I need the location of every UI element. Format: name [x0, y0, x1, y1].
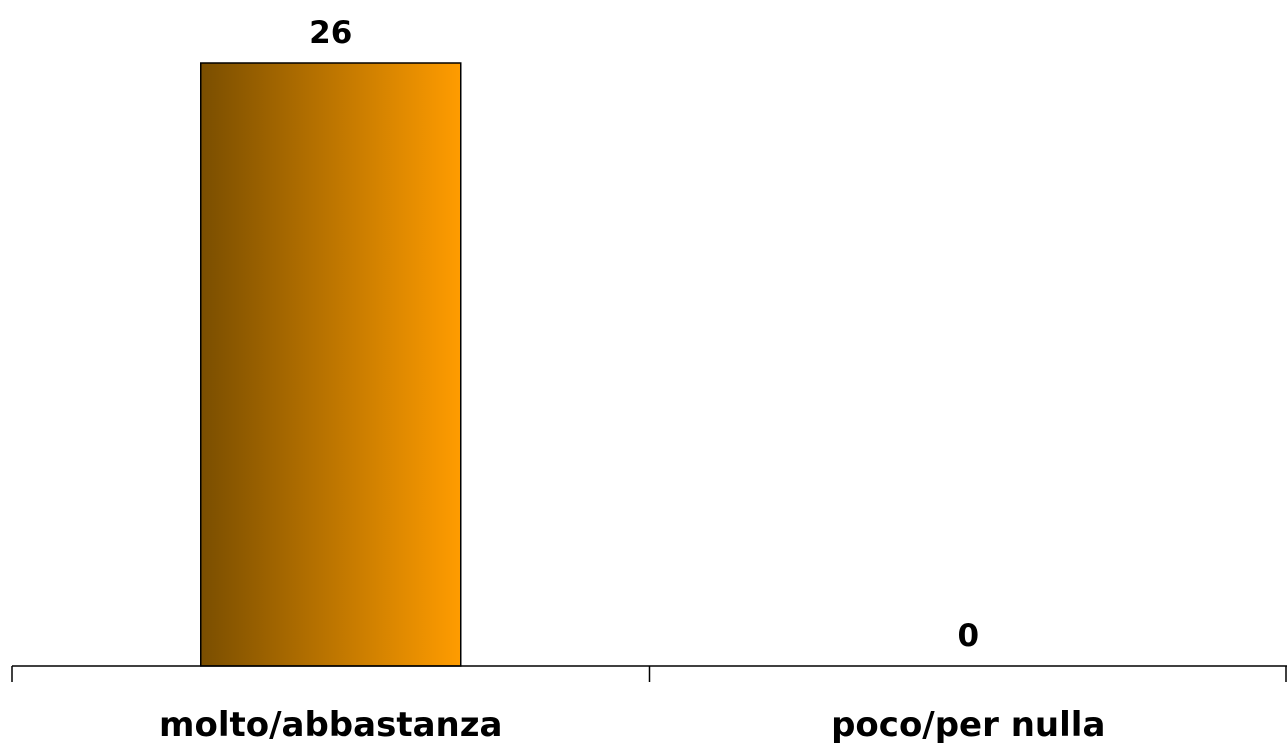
- x-axis: molto/abbastanza poco/per nulla: [11, 665, 1287, 745]
- data-label-0: 26: [309, 15, 352, 51]
- data-labels-layer: 26 0: [309, 15, 979, 654]
- bars-layer: [200, 62, 462, 667]
- data-label-1: 0: [957, 618, 979, 654]
- x-tick-label-0: molto/abbastanza: [159, 705, 502, 745]
- x-tick-label-1: poco/per nulla: [831, 705, 1105, 745]
- bar-0: [200, 62, 462, 667]
